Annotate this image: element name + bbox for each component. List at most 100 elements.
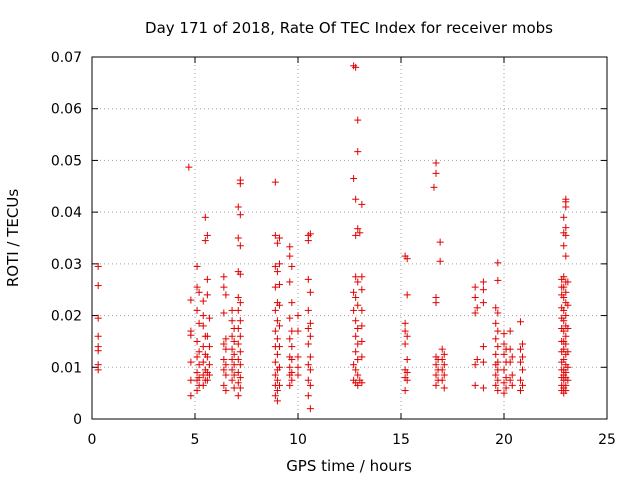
- data-point: [358, 337, 366, 345]
- data-point: [228, 345, 236, 353]
- data-point: [560, 273, 568, 281]
- data-point: [440, 371, 448, 379]
- data-point: [228, 366, 236, 374]
- data-point: [294, 312, 302, 320]
- data-point: [500, 366, 508, 374]
- data-point: [94, 347, 102, 355]
- data-point: [432, 159, 440, 167]
- data-point: [306, 353, 314, 361]
- data-point: [203, 275, 211, 283]
- y-tick-label: 0.07: [51, 50, 82, 66]
- data-point: [354, 148, 362, 156]
- data-point: [275, 260, 283, 268]
- data-point: [562, 340, 570, 348]
- data-point: [500, 350, 508, 358]
- data-point: [288, 327, 296, 335]
- x-tick-label: 20: [495, 432, 513, 448]
- data-point: [236, 348, 244, 356]
- data-point: [94, 314, 102, 322]
- data-point: [401, 340, 409, 348]
- data-point: [516, 345, 524, 353]
- data-point: [273, 350, 281, 358]
- data-point: [560, 213, 568, 221]
- data-point: [494, 276, 502, 284]
- data-point: [354, 301, 362, 309]
- data-point: [508, 381, 516, 389]
- data-point: [471, 361, 479, 369]
- data-point: [273, 268, 281, 276]
- data-point: [288, 262, 296, 270]
- data-point: [516, 318, 524, 326]
- data-point: [195, 319, 203, 327]
- data-point: [471, 309, 479, 317]
- data-point: [236, 332, 244, 340]
- data-point: [222, 291, 230, 299]
- data-point: [203, 353, 211, 361]
- x-axis-label: GPS time / hours: [286, 457, 412, 475]
- data-point: [403, 255, 411, 263]
- data-point: [479, 343, 487, 351]
- y-tick-label: 0: [73, 412, 82, 428]
- data-point: [560, 306, 568, 314]
- data-point: [220, 340, 228, 348]
- x-tick-labels: 0 5 10 15 20 25: [88, 432, 616, 448]
- data-point: [358, 200, 366, 208]
- data-point: [201, 213, 209, 221]
- data-point: [352, 366, 360, 374]
- data-point: [440, 361, 448, 369]
- data-point: [352, 348, 360, 356]
- data-point: [228, 317, 236, 325]
- data-point: [306, 288, 314, 296]
- data-point: [193, 306, 201, 314]
- data-point: [354, 325, 362, 332]
- data-point: [193, 353, 201, 361]
- data-point: [275, 301, 283, 309]
- data-point: [273, 239, 281, 247]
- data-point: [562, 231, 570, 239]
- data-point: [352, 317, 360, 325]
- data-point: [288, 299, 296, 307]
- data-point: [354, 381, 362, 389]
- data-point: [273, 397, 281, 405]
- data-point: [187, 376, 195, 384]
- data-point: [306, 332, 314, 340]
- data-point: [358, 353, 366, 361]
- data-point: [234, 325, 242, 332]
- data-point: [205, 343, 213, 351]
- data-point: [236, 242, 244, 250]
- data-point: [479, 358, 487, 366]
- data-point: [354, 356, 362, 364]
- data-point: [519, 366, 527, 374]
- data-point: [304, 340, 312, 348]
- data-point: [564, 363, 572, 371]
- data-point: [222, 345, 230, 353]
- data-point: [234, 306, 242, 314]
- data-point: [432, 381, 440, 389]
- data-point: [350, 306, 358, 314]
- data-point: [286, 252, 294, 260]
- data-point: [492, 371, 500, 379]
- data-point: [560, 283, 568, 291]
- y-tick-label: 0.01: [51, 360, 82, 376]
- data-point: [94, 262, 102, 270]
- data-point: [220, 273, 228, 281]
- data-point: [236, 361, 244, 369]
- data-point: [286, 278, 294, 286]
- data-point: [275, 363, 283, 371]
- data-point: [228, 356, 236, 364]
- y-tick-label: 0.02: [51, 309, 82, 325]
- data-point: [401, 327, 409, 335]
- data-point: [440, 384, 448, 392]
- data-point: [203, 376, 211, 384]
- data-point: [271, 231, 279, 239]
- data-point: [195, 361, 203, 369]
- data-point: [193, 283, 201, 291]
- data-point: [438, 366, 446, 374]
- data-point: [500, 340, 508, 348]
- y-tick-label: 0.05: [51, 153, 82, 169]
- data-point: [494, 327, 502, 335]
- data-point: [273, 317, 281, 325]
- data-point: [506, 327, 514, 335]
- data-point: [193, 376, 201, 384]
- data-point: [195, 348, 203, 356]
